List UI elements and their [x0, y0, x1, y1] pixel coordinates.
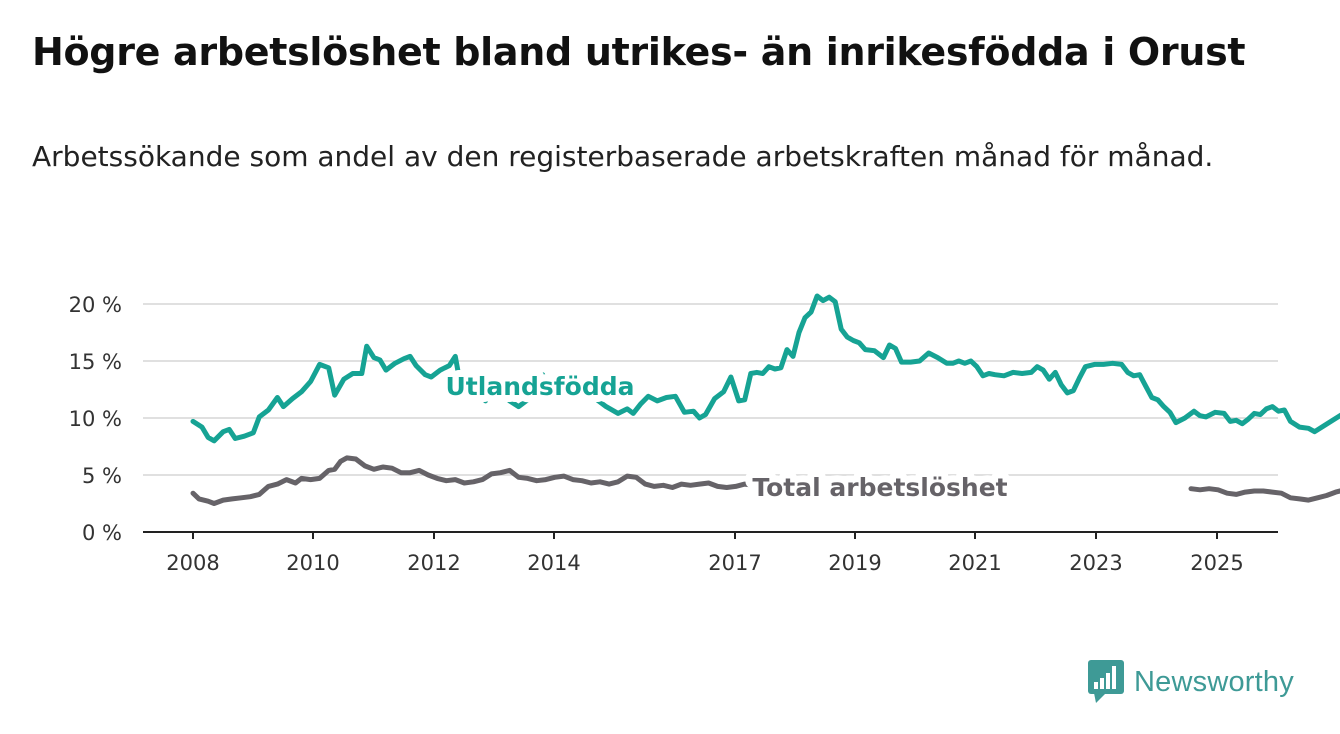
x-tick-label: 2010	[286, 551, 339, 575]
series-line-utlandsfödda	[190, 343, 546, 444]
x-tick-label: 2014	[527, 551, 580, 575]
y-tick-label: 5 %	[82, 464, 122, 488]
bar-chart-speech-bubble-icon	[1088, 660, 1124, 703]
y-tick-label: 15 %	[69, 350, 122, 374]
x-tick-label: 2017	[708, 551, 761, 575]
brand-name: Newsworthy	[1134, 665, 1294, 698]
series-line-utlandsfödda	[588, 293, 1340, 435]
chart-subtitle: Arbetssökande som andel av den registerb…	[32, 140, 1214, 173]
x-tick-label: 2012	[407, 551, 460, 575]
x-tick-label: 2008	[166, 551, 219, 575]
y-tick-label: 20 %	[69, 293, 122, 317]
series-line-total-arbetslöshet	[190, 455, 820, 506]
x-tick-label: 2025	[1190, 551, 1243, 575]
chart-title: Högre arbetslöshet bland utrikes- än inr…	[32, 30, 1246, 74]
series-label-total-arbetslöshet: Total arbetslöshet	[752, 473, 1007, 502]
y-tick-label: 0 %	[82, 521, 122, 545]
series-label-halo: Total arbetslöshet	[752, 473, 1007, 502]
x-tick-label: 2023	[1069, 551, 1122, 575]
y-tick-label: 10 %	[69, 407, 122, 431]
series-label-halo: Utlandsfödda	[446, 372, 635, 401]
series-label-utlandsfödda: Utlandsfödda	[446, 372, 635, 401]
x-tick-label: 2021	[948, 551, 1001, 575]
x-tick-label: 2019	[828, 551, 881, 575]
series-line-total-arbetslöshet	[1188, 486, 1340, 503]
brand-logo: Newsworthy	[1088, 660, 1294, 704]
